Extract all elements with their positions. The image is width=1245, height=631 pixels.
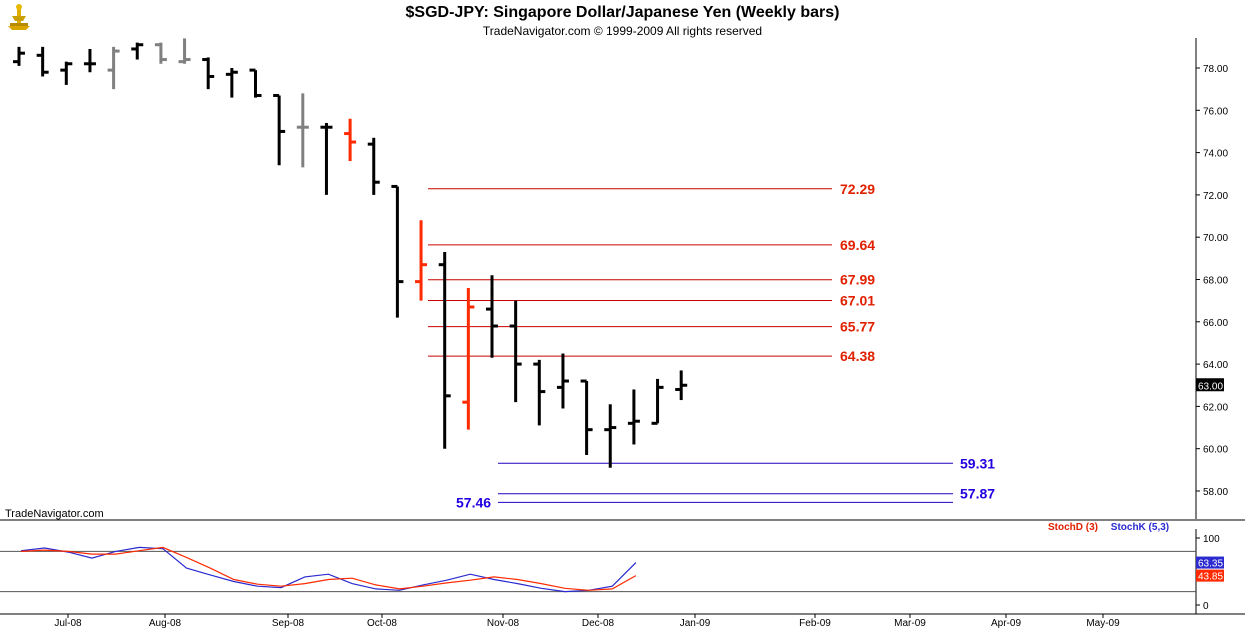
y-tick-label: 78.00 <box>1203 64 1228 75</box>
fib-label: 67.99 <box>840 272 875 288</box>
ship-wheel-icon <box>8 4 30 30</box>
ohlc-bar <box>486 275 498 358</box>
y-tick-label: 76.00 <box>1203 106 1228 117</box>
ohlc-bar <box>651 378 664 425</box>
ohlc-bar <box>107 46 120 90</box>
x-tick-label: Mar-09 <box>894 618 926 629</box>
ohlc-bar <box>249 68 262 98</box>
fib-label: 72.29 <box>840 181 875 197</box>
ohlc-bar <box>296 93 309 168</box>
ohlc-bar <box>178 38 191 64</box>
stochastic-lines: 0 100 63.35 43.85 <box>0 534 1224 612</box>
ohlc-bar <box>675 370 688 401</box>
y-tick-label: 72.00 <box>1203 191 1228 202</box>
ohlc-bar <box>367 137 380 195</box>
ohlc-bar <box>415 220 428 301</box>
ohlc-bar <box>13 46 25 66</box>
ohlc-bar <box>627 389 640 445</box>
ohlc-bar <box>533 359 546 426</box>
support-label: 57.46 <box>456 494 491 510</box>
ohlc-bar <box>391 184 404 318</box>
y-tick-label: 62.00 <box>1203 402 1228 413</box>
ohlc-bar <box>580 379 593 456</box>
chart-header: $SGD-JPY: Singapore Dollar/Japanese Yen … <box>0 0 1245 38</box>
support-label: 57.87 <box>960 486 995 502</box>
ohlc-bar <box>36 46 49 77</box>
x-tick-label: Dec-08 <box>582 618 615 629</box>
stochd-value-label: 43.85 <box>1198 572 1223 583</box>
stochd-line <box>20 546 637 591</box>
y-tick-label: 68.00 <box>1203 276 1228 287</box>
ohlc-bar <box>154 42 167 64</box>
ohlc-bar <box>225 68 238 98</box>
y-tick-label: 70.00 <box>1203 233 1228 244</box>
fib-label: 67.01 <box>840 292 875 308</box>
x-tick-label: Sep-08 <box>272 618 305 629</box>
last-price-box <box>1196 378 1224 392</box>
x-tick-label: Nov-08 <box>487 618 520 629</box>
y-tick-label: 60.00 <box>1203 445 1228 456</box>
legend-stochk: StochK (5,3) <box>1110 522 1170 533</box>
fib-label: 69.64 <box>840 237 875 253</box>
ohlc-bar <box>344 118 357 162</box>
indicator-legend: StochD (3) StochK (5,3) <box>1048 522 1179 533</box>
x-tick-label: May-09 <box>1086 618 1120 629</box>
date-x-axis: Jul-08 Aug-08 Sep-08 Oct-08 Nov-08 Dec-08 Jan-… <box>54 614 1120 629</box>
chart-title: $SGD-JPY: Singapore Dollar/Japanese Yen … <box>405 4 840 21</box>
y-tick-label: 74.00 <box>1203 149 1228 160</box>
support-levels: 59.31 57.87 57.46 <box>456 455 995 510</box>
ohlc-bar <box>509 300 522 403</box>
x-tick-label: Feb-09 <box>799 618 831 629</box>
chart-subtitle: TradeNavigator.com © 1999-2009 All right… <box>482 24 763 38</box>
ind-y-tick-label: 100 <box>1203 534 1220 545</box>
fib-label: 65.77 <box>840 319 875 335</box>
ind-y-tick-label: 0 <box>1203 601 1209 612</box>
price-y-axis: 58.00 60.00 62.00 64.00 66.00 68.00 70.00 72.00… <box>1196 64 1228 498</box>
stochk-value-label: 63.35 <box>1198 559 1223 570</box>
ohlc-bar <box>604 404 617 468</box>
ohlc-bar <box>320 122 333 195</box>
fib-label: 64.38 <box>840 348 875 364</box>
legend-stochd: StochD (3) <box>1048 522 1098 533</box>
last-price-label: 63.00 <box>1198 381 1223 392</box>
x-tick-label: Jul-08 <box>54 618 82 629</box>
stochk-line <box>20 546 637 593</box>
y-tick-label: 66.00 <box>1203 318 1228 329</box>
ohlc-bar <box>556 353 569 409</box>
x-tick-label: Apr-09 <box>991 618 1021 629</box>
stochd-value-box <box>1196 569 1224 582</box>
ohlc-bar <box>202 57 215 90</box>
x-tick-label: Oct-08 <box>367 618 397 629</box>
x-tick-label: Jan-09 <box>680 618 711 629</box>
support-label: 59.31 <box>960 455 995 471</box>
ohlc-bar <box>60 61 73 85</box>
ohlc-bar <box>83 48 96 73</box>
ohlc-bar <box>462 287 475 430</box>
x-tick-label: Aug-08 <box>149 618 182 629</box>
ohlc-bar <box>273 93 286 166</box>
fibonacci-levels: 72.29 69.64 67.99 67.01 65.77 64.38 <box>428 181 875 364</box>
stochk-value-box <box>1196 556 1224 569</box>
ohlc-bar <box>131 42 144 60</box>
y-tick-label: 64.00 <box>1203 360 1228 371</box>
watermark-text: TradeNavigator.com <box>5 508 104 520</box>
price-panel-frame <box>0 38 1245 521</box>
ohlc-bars <box>13 38 688 468</box>
y-tick-label: 58.00 <box>1203 487 1228 498</box>
ohlc-bar <box>438 252 451 449</box>
